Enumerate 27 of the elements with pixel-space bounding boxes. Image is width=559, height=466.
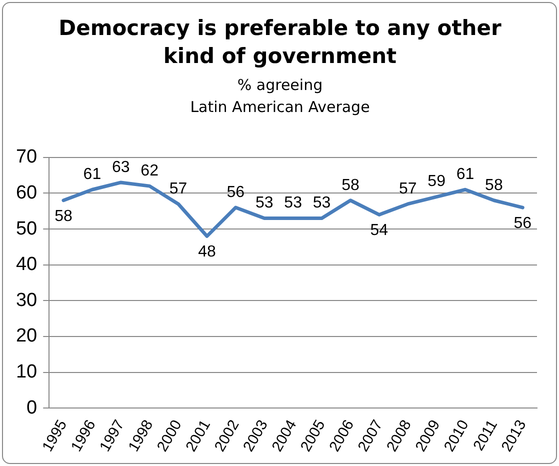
data-label: 53 xyxy=(255,194,274,212)
y-tick-label: 20 xyxy=(16,326,38,347)
data-label: 58 xyxy=(342,176,360,194)
data-label: 56 xyxy=(514,214,532,232)
data-label: 48 xyxy=(198,244,216,261)
data-label: 62 xyxy=(140,162,159,180)
data-label: 63 xyxy=(112,158,130,176)
data-label: 59 xyxy=(428,173,446,190)
data-label: 57 xyxy=(398,180,417,198)
data-label: 53 xyxy=(312,194,331,212)
data-label: 58 xyxy=(54,208,72,225)
data-label: 54 xyxy=(370,222,388,240)
chart-title: Democracy is preferable to any other kind of government xyxy=(58,15,502,70)
y-tick-label: 0 xyxy=(26,397,38,418)
y-tick-label: 60 xyxy=(16,182,38,204)
data-label: 53 xyxy=(284,194,302,212)
data-label: 56 xyxy=(226,184,245,201)
y-tick-label: 50 xyxy=(16,218,38,240)
chart-subtitle: % agreeing Latin American Average xyxy=(189,75,371,118)
data-label: 57 xyxy=(169,180,188,198)
data-label: 61 xyxy=(456,166,474,184)
data-label: 58 xyxy=(485,176,503,194)
y-tick-label: 70 xyxy=(16,146,38,168)
y-tick-label: 40 xyxy=(16,254,38,276)
y-tick-label: 10 xyxy=(16,362,38,383)
y-tick-label: 30 xyxy=(16,290,38,311)
data-label: 61 xyxy=(83,166,102,184)
